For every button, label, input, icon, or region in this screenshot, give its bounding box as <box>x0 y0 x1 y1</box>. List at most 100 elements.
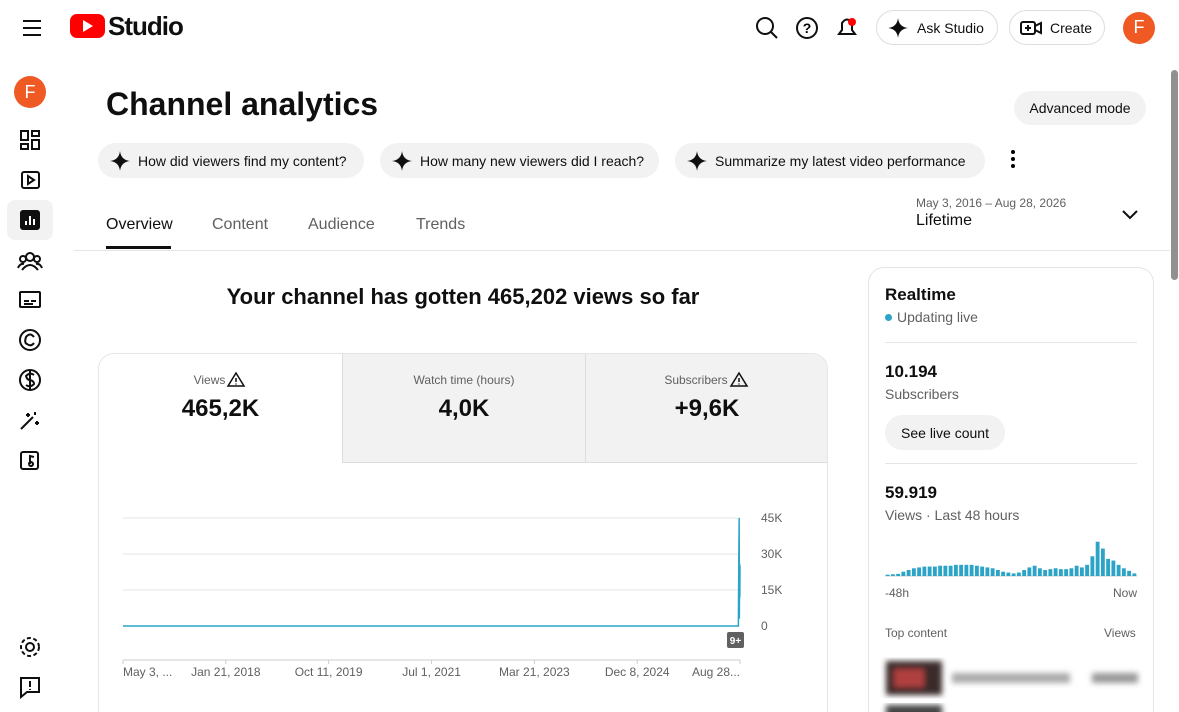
bar <box>1090 556 1095 576</box>
nav-settings[interactable] <box>20 637 40 657</box>
bar <box>932 566 937 576</box>
ask-studio-label: Ask Studio <box>917 19 984 36</box>
y-tick-label: 45K <box>761 511 782 525</box>
bar <box>1121 568 1126 576</box>
bar <box>974 565 979 576</box>
see-live-count-button[interactable]: See live count <box>885 415 1005 450</box>
subscriber-count: 10.194 <box>885 362 937 381</box>
create-button[interactable]: Create <box>1009 10 1105 45</box>
tab[interactable]: Audience <box>308 216 375 233</box>
views-count: 59.919 <box>885 483 937 502</box>
bar <box>1132 573 1137 576</box>
metric-tab[interactable]: Views 465,2K <box>99 354 342 463</box>
x-tick-label: Oct 11, 2019 <box>295 665 363 679</box>
annotation-badge[interactable] <box>727 632 744 648</box>
logo-play <box>83 20 93 32</box>
bar <box>896 573 901 576</box>
metric-label-text: Subscribers <box>664 373 728 387</box>
sparkle-icon <box>888 17 908 38</box>
tab[interactable]: Overview <box>106 216 173 233</box>
bar <box>1116 564 1121 576</box>
date-range: May 3, 2016 – Aug 28, 2026 <box>916 196 1067 210</box>
bar <box>885 574 890 576</box>
suggestion-text: How many new viewers did I reach? <box>420 152 645 169</box>
warning-icon <box>729 371 749 387</box>
bar <box>1016 572 1021 576</box>
svg-text:?: ? <box>803 20 812 36</box>
x-tick-label: Mar 21, 2023 <box>499 665 570 679</box>
suggestion-text: How did viewers find my content? <box>138 152 347 169</box>
sparkle-icon <box>110 150 130 171</box>
suggestion-chip[interactable]: How did viewers find my content? <box>98 143 364 178</box>
bar <box>1064 569 1069 576</box>
bar <box>1001 571 1006 576</box>
realtime-card <box>868 267 1154 712</box>
tab[interactable]: Content <box>212 216 269 233</box>
account-avatar[interactable] <box>1123 12 1155 44</box>
logo-text: Studio <box>108 11 184 41</box>
bar <box>1106 558 1111 576</box>
x-tick-label: May 3, ... <box>123 665 172 679</box>
x-tick-label: Aug 28... <box>692 665 740 679</box>
search-button[interactable] <box>756 17 778 39</box>
bar <box>890 574 895 576</box>
nav-dashboard[interactable] <box>20 130 40 150</box>
channel-avatar[interactable] <box>14 76 46 108</box>
blurred-row[interactable] <box>886 661 1138 695</box>
x-tick-label: Dec 8, 2024 <box>605 665 670 679</box>
nav-analytics[interactable] <box>20 210 40 230</box>
bar <box>1022 570 1027 576</box>
annotation: 9+ <box>730 636 742 647</box>
metric-label: Views <box>99 371 342 389</box>
nav-subtitles[interactable] <box>19 291 41 308</box>
bar <box>1079 567 1084 576</box>
y-tick-label: 0 <box>761 619 768 633</box>
ask-studio-button[interactable]: Ask Studio <box>876 10 998 45</box>
metric-value: 465,2K <box>181 395 260 422</box>
page-title: Channel analytics <box>106 86 379 122</box>
suggestion-chip[interactable]: Summarize my latest video performance <box>675 143 985 178</box>
active-tab-indicator <box>106 246 171 249</box>
nav-customization[interactable] <box>20 412 39 430</box>
subscriber-label: Subscribers <box>885 386 959 402</box>
x-end-label: Now <box>1113 586 1137 600</box>
bar <box>1095 541 1100 576</box>
notifications-button[interactable] <box>837 18 857 35</box>
suggestion-chip[interactable]: How many new viewers did I reach? <box>380 143 659 178</box>
bar <box>917 567 922 576</box>
nav-copyright[interactable] <box>19 329 41 351</box>
top-content-header: Top content <box>885 626 948 640</box>
metric-tab[interactable]: Watch time (hours) 4,0K <box>342 354 585 463</box>
bar <box>1048 569 1053 576</box>
bar <box>906 570 911 576</box>
channel-avatar-letter: F <box>25 82 36 102</box>
y-tick-label: 15K <box>761 583 782 597</box>
metric-label-text: Views <box>193 373 226 387</box>
more-button[interactable] <box>1003 147 1023 171</box>
menu-button[interactable] <box>23 20 41 36</box>
bar <box>1006 572 1011 576</box>
scrollbar-thumb[interactable] <box>1171 70 1178 280</box>
bar <box>985 567 990 576</box>
metric-label: Subscribers <box>586 371 827 389</box>
blurred-row[interactable] <box>886 705 942 712</box>
x-start-label: -48h <box>885 586 909 600</box>
bar <box>938 565 943 576</box>
nav-earn[interactable] <box>19 369 41 391</box>
bar <box>1011 573 1016 576</box>
advanced-mode-label: Advanced mode <box>1029 100 1131 116</box>
nav-audio[interactable] <box>20 451 39 470</box>
bar <box>959 564 964 576</box>
period[interactable]: Lifetime <box>916 212 973 229</box>
nav-feedback[interactable] <box>20 677 40 700</box>
bar <box>980 566 985 576</box>
metric-tab[interactable]: Subscribers +9,6K <box>585 354 827 463</box>
nav-content[interactable] <box>21 171 40 189</box>
period-dropdown[interactable] <box>1120 207 1140 223</box>
bar <box>1058 569 1063 576</box>
help-button[interactable]: ? <box>796 17 818 39</box>
nav-community[interactable] <box>17 252 43 271</box>
advanced-mode-button[interactable]: Advanced mode <box>1014 91 1146 125</box>
tab[interactable]: Trends <box>416 216 466 233</box>
